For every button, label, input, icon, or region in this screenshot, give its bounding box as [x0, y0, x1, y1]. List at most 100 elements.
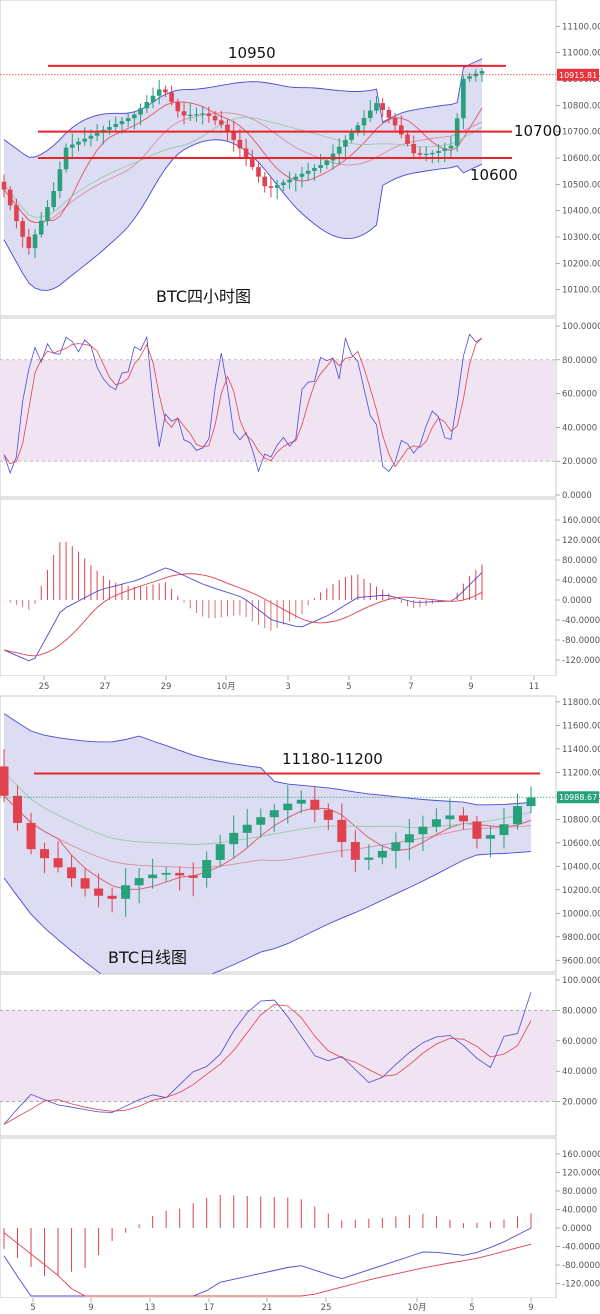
daily-x-tick-label: 25: [321, 1303, 332, 1313]
daily-macd-tick-label: -120.0000: [562, 1280, 600, 1290]
h4-macd-signal: [3, 573, 483, 657]
daily-candle: [445, 815, 455, 820]
daily-candle: [499, 824, 509, 836]
h4-candle: [32, 234, 38, 249]
h4-x-tick-label: 9: [468, 682, 473, 692]
h4-current-price-tag: [557, 68, 599, 81]
h4-candle: [312, 167, 317, 171]
h4-candle: [281, 182, 286, 186]
daily-macd-signal: [3, 1232, 532, 1297]
daily-candle: [404, 834, 414, 843]
daily-candle: [67, 867, 77, 879]
h4-candle: [293, 176, 299, 180]
daily-macd-tick-label: -40.0000: [562, 1243, 600, 1253]
h4-candle: [51, 191, 56, 208]
daily-stoch-d: [3, 1004, 532, 1125]
h4-candle: [57, 169, 63, 192]
daily-candle: [80, 878, 90, 889]
h4-candle: [194, 114, 199, 116]
daily-candle: [310, 799, 320, 810]
daily-candle: [323, 809, 333, 820]
h4-price-tick-label: 11000.00: [562, 49, 600, 59]
h4-stoch-tick-label: 20.0000: [562, 457, 597, 467]
h4-candle: [113, 124, 119, 127]
daily-macd-tick-label: 80.0000: [562, 1187, 597, 1197]
h4-candle: [374, 103, 379, 111]
daily-candle: [107, 895, 117, 899]
daily-price-tick-label: 11800.000: [562, 698, 600, 708]
h4-candle: [225, 124, 230, 132]
h4-candle: [88, 135, 94, 139]
h4-candle: [150, 95, 156, 103]
daily-candle: [391, 842, 401, 851]
daily-x-tick-label: 9: [528, 1303, 533, 1313]
h4-candle: [231, 131, 236, 140]
daily-candle: [458, 815, 468, 822]
h4-price-tick-label: 10600.00: [562, 154, 600, 164]
h4-x-tick-label: 11: [529, 682, 540, 692]
daily-candle: [175, 872, 185, 876]
h4-candle: [336, 146, 342, 154]
daily-candle: [485, 835, 495, 839]
h4-candle: [343, 139, 348, 147]
daily-candle: [377, 850, 387, 858]
daily-candle: [364, 857, 374, 860]
daily-stoch-tick-label: 40.0000: [562, 1067, 597, 1077]
daily-price-tick-label: 11600.000: [562, 721, 600, 731]
h4-candle: [430, 152, 435, 155]
h4-candle: [218, 120, 224, 125]
daily-ma-fast: [3, 795, 532, 890]
daily-ma-slow: [3, 771, 532, 845]
daily-chart-title: BTC日线图: [108, 948, 187, 967]
h4-candle: [380, 103, 385, 110]
daily-macd-tick-label: -80.0000: [562, 1261, 600, 1271]
daily-price-tick-label: 10800.000: [562, 815, 600, 825]
h4-candle: [442, 148, 448, 151]
h4-x-tick-label: 3: [285, 682, 290, 692]
h4-macd-tick-label: 0.0000: [562, 596, 592, 606]
daily-macd-tick-label: 40.0000: [562, 1206, 597, 1216]
daily-stoch-tick-label: 60.0000: [562, 1037, 597, 1047]
h4-stoch-tick-label: 100.0000: [562, 322, 600, 332]
daily-current-price-tag: [557, 791, 599, 804]
daily-x-tick-label: 21: [262, 1303, 273, 1313]
daily-candle: [337, 819, 347, 843]
h4-candle: [467, 76, 472, 79]
h4-candle: [461, 78, 466, 119]
daily-x-tick-label: 9: [88, 1303, 93, 1313]
h4-x-axis: [0, 676, 600, 694]
daily-stoch-k: [3, 992, 532, 1125]
daily-bollinger-lower: [3, 851, 532, 995]
h4-bollinger-upper: [3, 58, 483, 158]
daily-price-tick-label: 9600.000: [562, 956, 600, 966]
h4-candle: [268, 186, 274, 188]
h4-candle: [237, 139, 243, 149]
daily-ma-mid: [3, 795, 532, 869]
h4-candle: [107, 126, 112, 130]
daily-macd-tick-label: 0.0000: [562, 1224, 592, 1234]
h4-ma-fast: [3, 101, 483, 224]
daily-x-tick-label: 5: [30, 1303, 35, 1313]
daily-stoch-band: [0, 1010, 556, 1102]
daily-candle: [94, 888, 104, 896]
h4-candle: [94, 132, 100, 136]
h4-price-tick-label: 11100.00: [562, 22, 600, 32]
h4-candle: [169, 92, 174, 102]
daily-macd-tick-label: 160.0000: [562, 1150, 600, 1160]
h4-stoch-tick-label: 80.0000: [562, 356, 597, 366]
h4-candle: [20, 221, 25, 237]
h4-candle: [138, 108, 143, 115]
h4-candle: [318, 164, 323, 168]
h4-macd-line: [3, 567, 483, 662]
daily-x-tick-label: 17: [204, 1303, 215, 1313]
h4-current-price-label: 10915.81: [559, 71, 597, 80]
daily-candle: [350, 842, 360, 860]
h4-x-tick-label: 27: [100, 682, 111, 692]
h4-candle: [367, 110, 373, 118]
daily-price-tick-label: 10600.000: [562, 839, 600, 849]
h4-price-tick-label: 10300.00: [562, 233, 600, 243]
h4-candle: [125, 118, 131, 122]
daily-stoch-tick-label: 20.0000: [562, 1098, 597, 1108]
daily-candle: [256, 817, 266, 825]
